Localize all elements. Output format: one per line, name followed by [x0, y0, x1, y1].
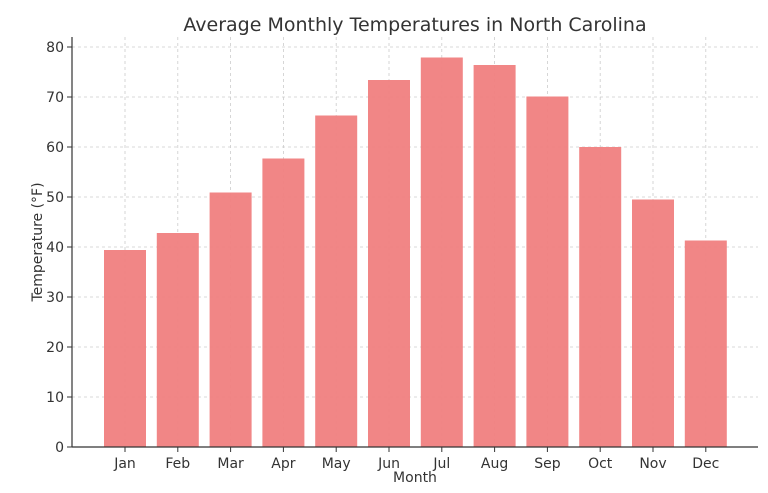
- x-tick-label: Nov: [639, 456, 666, 472]
- y-tick-label: 30: [46, 290, 64, 306]
- bar-sep: [526, 96, 569, 447]
- bar-aug: [473, 65, 516, 447]
- x-tick-label: Sep: [534, 456, 561, 472]
- bar-feb: [156, 233, 199, 447]
- x-tick-label: Jul: [432, 456, 450, 472]
- axes: 0 10 20 30 40 50 60 70 80 Jan Feb Mar Apr May Jun Jul Au…: [46, 37, 758, 472]
- x-tick-label: Jan: [113, 456, 136, 472]
- chart-title: Average Monthly Temperatures in North Ca…: [183, 14, 646, 36]
- x-tick-label: Oct: [588, 456, 613, 472]
- x-tick-label: Jun: [377, 456, 400, 472]
- bar-apr: [262, 158, 305, 447]
- x-tick-label: Feb: [165, 456, 190, 472]
- y-tick-label: 40: [46, 240, 64, 256]
- bars: [104, 57, 727, 447]
- x-axis-label: Month: [393, 470, 437, 486]
- x-tick-label: Aug: [481, 456, 508, 472]
- y-tick-label: 60: [46, 140, 64, 156]
- y-tick-label: 50: [46, 190, 64, 206]
- y-tick-label: 70: [46, 90, 64, 106]
- x-tick-label: Dec: [692, 456, 719, 472]
- y-tick-label: 80: [46, 40, 64, 56]
- bar-jul: [420, 57, 463, 447]
- bar-jun: [368, 80, 410, 447]
- y-tick-label: 20: [46, 340, 64, 356]
- y-axis-label: Temperature (°F): [30, 182, 46, 302]
- bar-oct: [579, 147, 622, 447]
- bar-nov: [632, 199, 674, 447]
- x-tick-label: Mar: [217, 456, 244, 472]
- bar-jan: [104, 250, 146, 447]
- bar-mar: [209, 192, 252, 447]
- bar-dec: [684, 240, 727, 447]
- y-tick-label: 10: [46, 390, 64, 406]
- bar-may: [315, 115, 358, 447]
- x-tick-label: Apr: [271, 456, 295, 472]
- y-tick-label: 0: [55, 440, 64, 456]
- x-tick-label: May: [322, 456, 351, 472]
